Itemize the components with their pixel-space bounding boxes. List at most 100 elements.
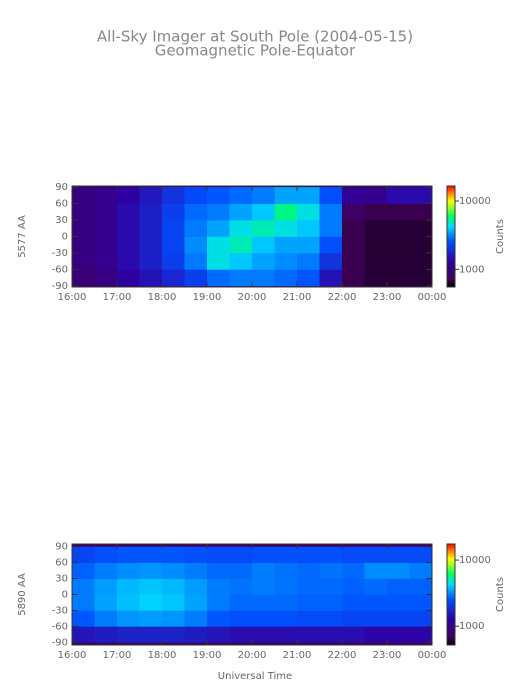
heatmap-cell	[229, 203, 253, 221]
heatmap-cell	[387, 610, 410, 627]
heatmap-cell	[139, 236, 163, 254]
heatmap-cell	[117, 203, 140, 221]
heatmap-cell	[364, 594, 388, 611]
heatmap-cell	[162, 546, 185, 563]
heatmap-cell	[409, 220, 433, 237]
heatmap-cell	[229, 187, 253, 204]
heatmap-cell	[72, 252, 95, 270]
heatmap-cell	[117, 236, 140, 254]
heatmap-cell	[342, 187, 365, 204]
heatmap-cell	[297, 610, 320, 627]
heatmap-cell	[319, 203, 343, 221]
heatmap-cell	[319, 578, 343, 595]
heatmap-cell	[72, 546, 95, 563]
heatmap-cell	[207, 220, 230, 237]
heatmap-cell	[139, 562, 163, 579]
heatmap-cell	[94, 562, 118, 579]
heatmap-cell	[229, 546, 253, 563]
heatmap-cell	[387, 562, 410, 579]
heatmap-cell	[342, 269, 365, 287]
heatmap-cell	[229, 269, 253, 287]
heatmap-cell	[229, 220, 253, 237]
heatmap-cell	[409, 562, 433, 579]
heatmap-cell	[387, 252, 410, 270]
heatmap-cell	[184, 578, 208, 595]
heatmap-cell	[274, 610, 298, 627]
x-tick-label: 20:00	[238, 650, 267, 661]
heatmap-cell	[139, 626, 163, 643]
y-tick-label: 90	[55, 182, 68, 193]
heatmap-cell	[162, 610, 185, 627]
heatmap-cell	[94, 610, 118, 627]
heatmap-cell	[94, 578, 118, 595]
heatmap-cell	[387, 578, 410, 595]
colorbar	[446, 543, 456, 646]
x-tick-label: 21:00	[283, 650, 312, 661]
heatmap-cell	[274, 203, 298, 221]
heatmap-cell	[342, 562, 365, 579]
heatmap-cell	[207, 562, 230, 579]
heatmap-cell	[409, 594, 433, 611]
x-axis-label: Universal Time	[218, 671, 292, 680]
heatmap-cell	[342, 594, 365, 611]
chart-title: All-Sky Imager at South Pole (2004-05-15…	[97, 28, 413, 46]
heatmap-cell	[364, 187, 388, 204]
x-tick-label: 20:00	[238, 292, 267, 303]
heatmap-cell	[229, 236, 253, 254]
heatmap-cell	[229, 252, 253, 270]
heatmap-cell	[72, 626, 95, 643]
heatmap-cell	[207, 187, 230, 204]
x-tick-label: 19:00	[193, 292, 222, 303]
heatmap-cell	[184, 626, 208, 643]
x-tick-label: 16:00	[58, 650, 87, 661]
heatmap-cell	[139, 546, 163, 563]
heatmap-cell	[252, 220, 275, 237]
heatmap-cell	[342, 236, 365, 254]
y-tick-label: 30	[55, 215, 68, 226]
x-tick-label: 19:00	[193, 650, 222, 661]
x-tick-label: 18:00	[148, 650, 177, 661]
heatmap-cell	[252, 610, 275, 627]
heatmap-cell	[364, 236, 388, 254]
heatmap-cell	[319, 269, 343, 287]
y-tick-label: -90	[52, 281, 68, 292]
colorbar-tick-label: 1000	[459, 621, 484, 632]
heatmap-cell	[207, 269, 230, 287]
heatmap-cell	[117, 252, 140, 270]
colorbar-tick-label: 1000	[459, 264, 484, 275]
heatmap-cell	[117, 610, 140, 627]
heatmap-cell	[139, 203, 163, 221]
heatmap-cell	[139, 269, 163, 287]
heatmap-cell	[94, 269, 118, 287]
heatmap-cell	[297, 203, 320, 221]
heatmap-cell	[117, 626, 140, 643]
heatmap-cell	[409, 203, 433, 221]
heatmap-cell	[207, 578, 230, 595]
heatmap-cell	[274, 269, 298, 287]
heatmap-cell	[409, 546, 433, 563]
heatmap-cell	[319, 236, 343, 254]
x-tick-label: 23:00	[373, 650, 402, 661]
x-tick-label: 22:00	[328, 292, 357, 303]
heatmap-cell	[94, 252, 118, 270]
heatmap-cell	[207, 610, 230, 627]
heatmap-cell	[162, 562, 185, 579]
heatmap-cell	[184, 236, 208, 254]
y-axis-label: 5577 AA	[17, 215, 28, 258]
heatmap-cell	[117, 546, 140, 563]
heatmap-cell	[297, 594, 320, 611]
heatmap-cell	[387, 546, 410, 563]
x-tick-label: 23:00	[373, 292, 402, 303]
heatmap-cell	[409, 252, 433, 270]
heatmap-cell	[94, 203, 118, 221]
heatmap-cell	[72, 187, 95, 204]
colorbar-tick-label: 10000	[459, 196, 491, 207]
y-axis-label: 5890 AA	[17, 573, 28, 616]
y-tick-label: -60	[52, 264, 68, 275]
heatmap-cell	[274, 562, 298, 579]
x-tick-label: 00:00	[418, 650, 447, 661]
heatmap-cell	[117, 594, 140, 611]
heatmap-cell	[94, 187, 118, 204]
colorbar-label: Counts	[495, 219, 506, 254]
heatmap-cell	[319, 626, 343, 643]
